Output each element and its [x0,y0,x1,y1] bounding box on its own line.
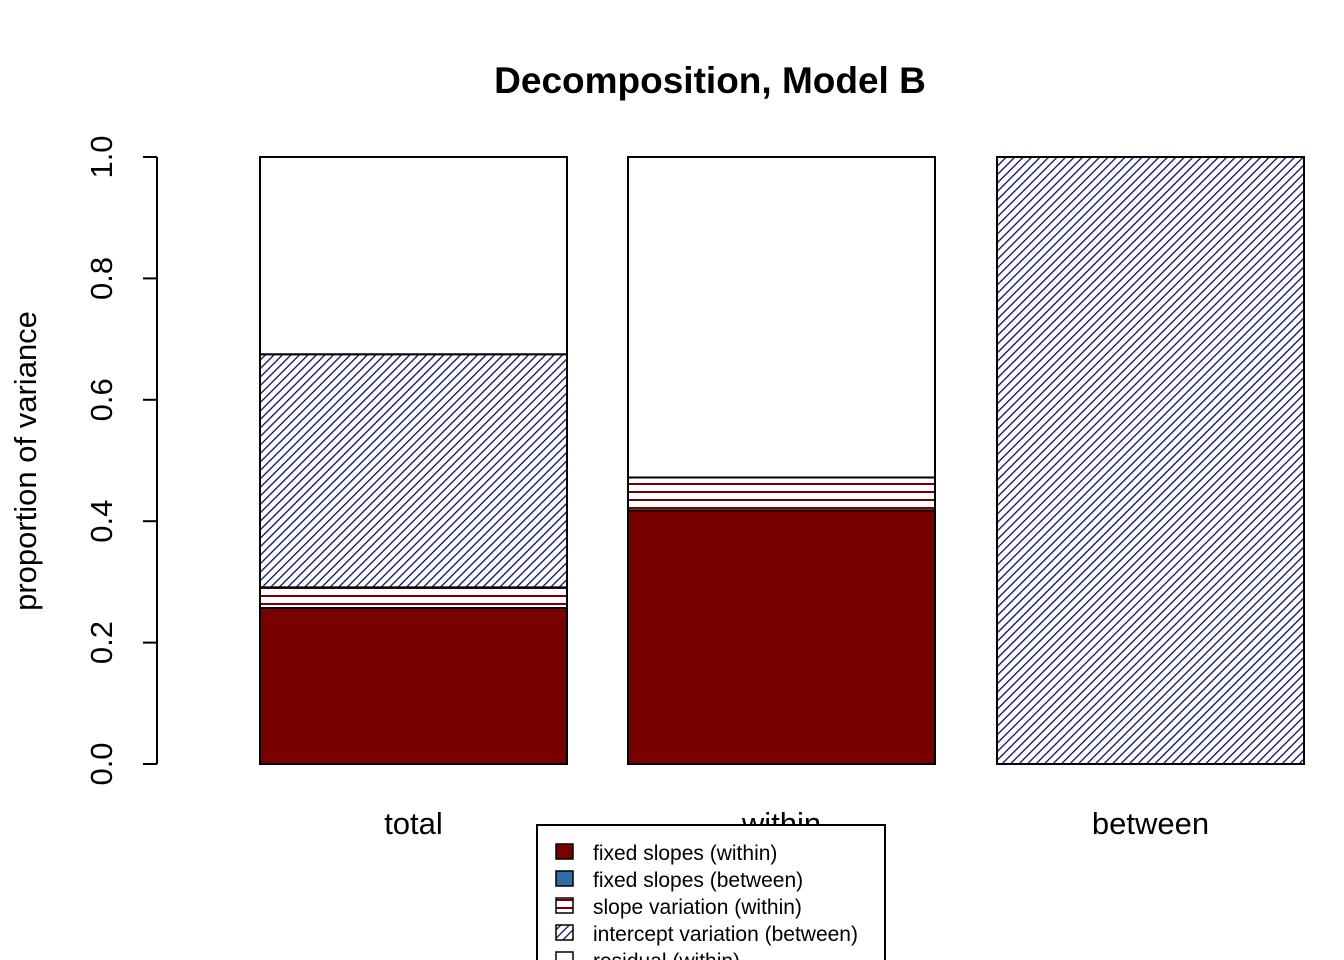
y-axis: 0.0 0.2 0.4 0.6 0.8 1.0 [84,135,158,786]
legend-swatch-2 [555,897,574,914]
bar-segment-within-2 [627,476,936,512]
bar-segment-total-2 [259,586,568,610]
y-tick-label: 0.0 [84,742,119,785]
chart-title: Decomposition, Model B [494,60,926,101]
y-axis-label: proportion of variance [8,311,43,611]
legend-label-0: fixed slopes (within) [593,842,777,865]
x-tick-label-total: total [384,806,443,841]
legend-label-3: intercept variation (between) [593,923,858,946]
y-tick-label: 0.8 [84,257,119,300]
bar-segment-between-3 [996,156,1305,765]
legend-swatch-1 [555,870,574,887]
bar-segment-total-4 [259,156,568,356]
bar-segment-total-3 [259,353,568,589]
legend-label-1: fixed slopes (between) [593,869,803,892]
legend: fixed slopes (within) fixed slopes (betwe… [536,824,886,960]
legend-swatch-4 [555,951,574,960]
legend-box [536,824,886,960]
bar-segment-within-4 [627,156,936,479]
legend-label-4: residual (within) [593,950,740,960]
legend-swatch-0 [555,843,574,860]
y-tick-label: 1.0 [84,135,119,178]
legend-label-2: slope variation (within) [593,896,802,919]
legend-swatch-3 [555,924,574,941]
y-tick-label: 0.6 [84,378,119,421]
bar-segment-within-0 [627,509,936,765]
y-tick-label: 0.4 [84,500,119,543]
y-tick-label: 0.2 [84,621,119,664]
bars [259,156,1305,765]
x-tick-label-between: between [1092,806,1209,841]
bar-segment-total-0 [259,607,568,765]
